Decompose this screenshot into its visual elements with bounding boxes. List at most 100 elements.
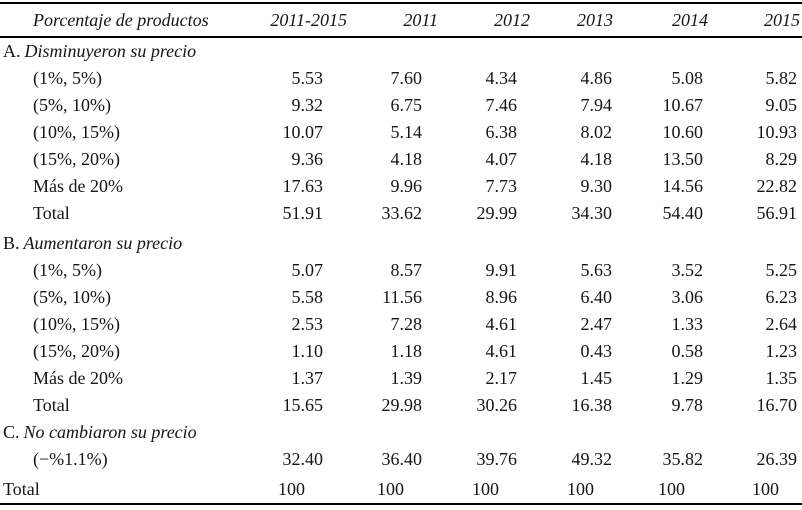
value-cell: 9.78 [671,395,704,415]
value-cell: 26.39 [756,449,798,469]
value-cell: 36.40 [381,449,423,469]
section-heading: A. Disminuyeron su precio [0,38,802,65]
value-cell: 9.32 [291,95,324,115]
value-cell: 10.60 [662,122,704,142]
section-letter: B. [3,233,20,253]
row-label: (15%, 20%) [33,341,120,361]
value-cell: 1.23 [765,341,798,361]
value-cell: 16.38 [571,395,613,415]
grand-total-value: 100 [377,479,404,499]
value-cell: 56.91 [756,203,798,223]
row-label: Más de 20% [33,368,123,388]
grand-total-row: Total 100 100 100 100 100 100 [0,476,802,503]
value-cell: 1.10 [291,341,324,361]
value-cell: 2.47 [580,314,613,334]
table-row: (1%, 5%) 5.07 8.57 9.91 5.63 3.52 5.25 [0,257,802,284]
value-cell: 34.30 [571,203,613,223]
value-cell: 4.61 [485,341,518,361]
value-cell: 5.63 [580,260,613,280]
section-heading: C. No cambiaron su precio [0,419,802,446]
value-cell: 6.23 [765,287,798,307]
row-label: (−%1.1%) [33,449,108,469]
value-cell: 3.52 [671,260,704,280]
grand-total-value: 100 [658,479,685,499]
value-cell: 4.18 [390,149,423,169]
row-label: (10%, 15%) [33,122,120,142]
value-cell: 30.26 [476,395,518,415]
value-cell: 9.91 [485,260,518,280]
value-cell: 2.64 [765,314,798,334]
row-label: Más de 20% [33,176,123,196]
table-row: (1%, 5%) 5.53 7.60 4.34 4.86 5.08 5.82 [0,65,802,92]
section-letter: A. [3,41,21,61]
value-cell: 1.45 [580,368,613,388]
value-cell: 7.60 [390,68,423,88]
row-label: Total [33,203,70,223]
row-label: Total [33,395,70,415]
grand-total-value: 100 [278,479,305,499]
section-heading: B. Aumentaron su precio [0,230,802,257]
value-cell: 39.76 [476,449,518,469]
value-cell: 9.05 [765,95,798,115]
value-cell: 8.96 [485,287,518,307]
value-cell: 14.56 [662,176,704,196]
value-cell: 22.82 [756,176,798,196]
value-cell: 54.40 [662,203,704,223]
column-header-2011-2015: 2011-2015 [270,9,347,30]
row-label: (1%, 5%) [33,68,102,88]
table-row: (10%, 15%) 10.07 5.14 6.38 8.02 10.60 10.93 [0,119,802,146]
bottom-rule [0,503,802,505]
value-cell: 8.57 [390,260,423,280]
table-row: (10%, 15%) 2.53 7.28 4.61 2.47 1.33 2.64 [0,311,802,338]
value-cell: 6.75 [390,95,423,115]
value-cell: 15.65 [282,395,324,415]
row-label: (5%, 10%) [33,287,111,307]
table-row: (5%, 10%) 5.58 11.56 8.96 6.40 3.06 6.23 [0,284,802,311]
value-cell: 6.40 [580,287,613,307]
value-cell: 8.02 [580,122,613,142]
value-cell: 1.39 [390,368,423,388]
value-cell: 4.18 [580,149,613,169]
value-cell: 10.93 [756,122,798,142]
value-cell: 9.96 [390,176,423,196]
value-cell: 9.30 [580,176,613,196]
value-cell: 29.99 [476,203,518,223]
value-cell: 5.58 [291,287,324,307]
value-cell: 4.86 [580,68,613,88]
value-cell: 32.40 [282,449,324,469]
value-cell: 0.58 [671,341,704,361]
table-row: Más de 20% 1.37 1.39 2.17 1.45 1.29 1.35 [0,365,802,392]
value-cell: 4.61 [485,314,518,334]
value-cell: 51.91 [282,203,324,223]
column-header-2011: 2011 [403,9,438,30]
value-cell: 5.82 [765,68,798,88]
value-cell: 7.46 [485,95,518,115]
value-cell: 1.29 [671,368,704,388]
value-cell: 9.36 [291,149,324,169]
value-cell: 16.70 [756,395,798,415]
value-cell: 10.07 [282,122,324,142]
value-cell: 11.56 [382,287,422,307]
value-cell: 1.18 [390,341,423,361]
value-cell: 7.73 [485,176,518,196]
header-rule [0,36,802,38]
table-row: Más de 20% 17.63 9.96 7.73 9.30 14.56 22.82 [0,173,802,200]
value-cell: 3.06 [671,287,704,307]
value-cell: 6.38 [485,122,518,142]
row-label: (10%, 15%) [33,314,120,334]
section-title: Disminuyeron su precio [24,41,197,61]
section-letter: C. [3,422,20,442]
value-cell: 29.98 [381,395,423,415]
row-label: (5%, 10%) [33,95,111,115]
value-cell: 2.17 [485,368,518,388]
value-cell: 33.62 [381,203,423,223]
value-cell: 8.29 [765,149,798,169]
section-title: No cambiaron su precio [23,422,197,442]
value-cell: 7.94 [580,95,613,115]
column-header-2015: 2015 [764,9,800,30]
table-row: (−%1.1%) 32.40 36.40 39.76 49.32 35.82 26.39 [0,446,802,473]
value-cell: 17.63 [282,176,324,196]
top-rule [0,2,802,4]
value-cell: 0.43 [580,341,613,361]
value-cell: 5.53 [291,68,324,88]
